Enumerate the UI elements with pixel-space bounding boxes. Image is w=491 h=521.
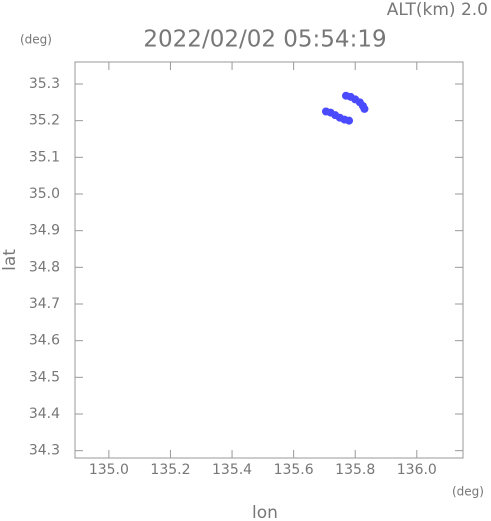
x-axis-label: lon [252, 503, 278, 521]
x-unit: (deg) [452, 485, 484, 499]
data-point [360, 104, 369, 113]
x-tick-label: 135.8 [335, 462, 375, 478]
y-tick-label: 34.4 [29, 406, 60, 422]
y-tick-label: 34.6 [29, 333, 60, 349]
x-tick-label: 135.4 [212, 462, 252, 478]
y-tick-label: 34.8 [29, 259, 60, 275]
y-tick-label: 34.5 [29, 369, 60, 385]
y-unit: (deg) [20, 33, 52, 47]
y-tick-label: 35.3 [29, 76, 60, 92]
y-tick-label: 35.0 [29, 186, 60, 202]
plot-frame [74, 61, 464, 459]
x-tick-label: 135.2 [150, 462, 190, 478]
annotation: ALT(km) 2.0 [387, 0, 488, 20]
chart-title: 2022/02/02 05:54:19 [143, 27, 386, 53]
y-tick-label: 34.9 [29, 223, 60, 239]
data-point [345, 116, 354, 125]
y-axis-label: lat [0, 249, 20, 271]
x-tick-label: 135.6 [274, 462, 314, 478]
y-tick-label: 35.1 [29, 149, 60, 165]
x-tick-label: 136.0 [397, 462, 437, 478]
x-tick-label: 135.0 [89, 462, 129, 478]
y-tick-label: 35.2 [29, 113, 60, 129]
y-tick-label: 34.7 [29, 296, 60, 312]
y-tick-label: 34.3 [29, 443, 60, 459]
